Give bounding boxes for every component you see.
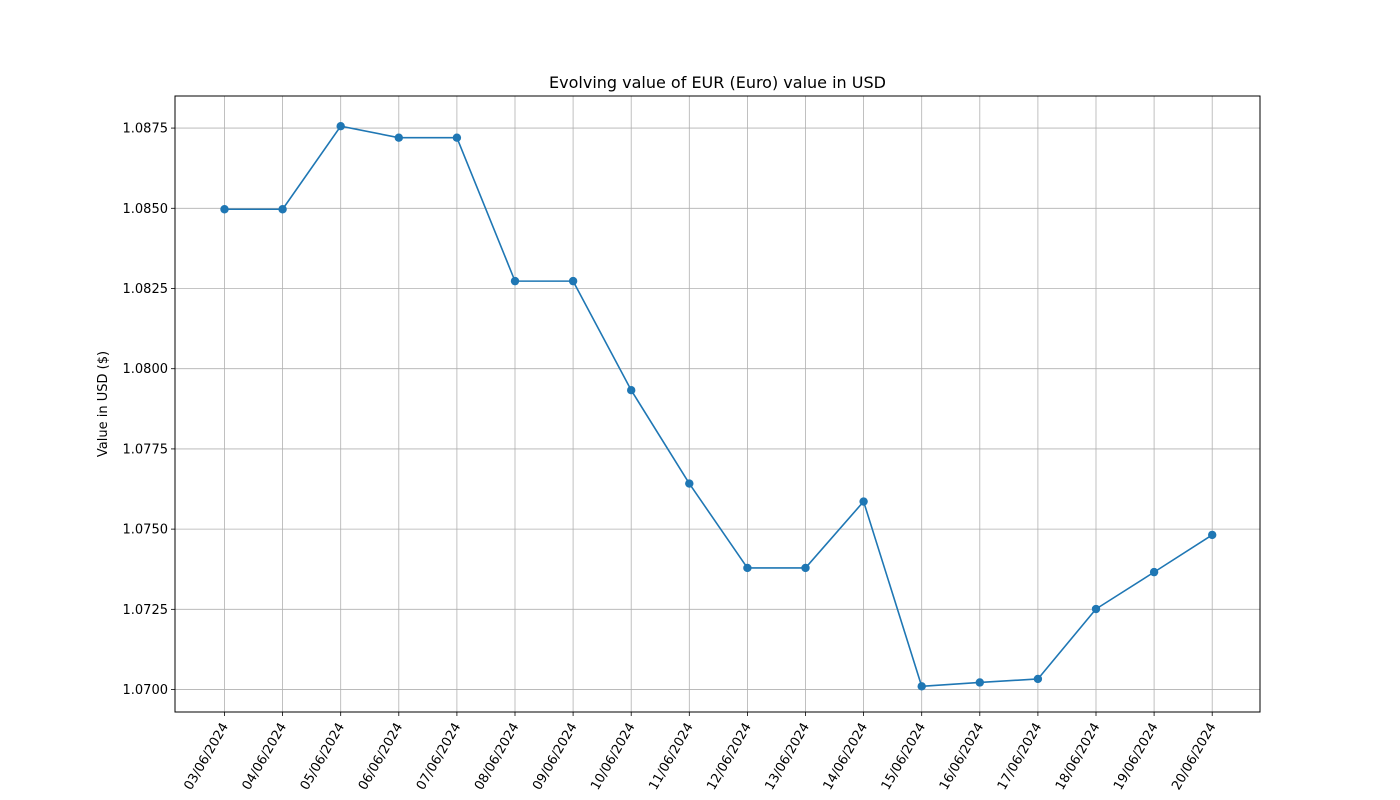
data-point <box>394 133 403 142</box>
data-point <box>917 682 926 691</box>
y-axis-label: Value in USD ($) <box>96 351 111 457</box>
data-point <box>801 563 810 573</box>
grid <box>175 96 1260 712</box>
data-point <box>220 205 229 214</box>
data-point <box>859 497 868 506</box>
y-axis: 1.0700 1.0725 1.0750 1.0775 1.0800 1.0825 1.08… <box>123 122 175 698</box>
plot-frame <box>174 95 1261 713</box>
series-line <box>224 125 1213 688</box>
chart-title: Evolving value of EUR (Euro) value in US… <box>549 73 886 92</box>
y-tick-label: 1.0850 <box>123 202 169 217</box>
data-point <box>1091 604 1101 614</box>
series <box>220 121 1217 691</box>
data-point <box>568 276 578 286</box>
data-point <box>1208 530 1217 540</box>
data-point <box>1033 674 1043 684</box>
data-point <box>685 479 694 488</box>
y-tick-label: 1.0750 <box>123 523 169 538</box>
data-point <box>452 133 462 142</box>
y-tick-label: 1.0700 <box>123 683 169 698</box>
y-tick-label: 1.0725 <box>123 603 169 618</box>
data-point <box>627 386 636 395</box>
y-tick-label: 1.0800 <box>123 362 169 377</box>
data-point <box>1149 567 1159 577</box>
data-point <box>278 205 287 214</box>
y-tick-label: 1.0775 <box>123 442 169 457</box>
data-point <box>743 563 752 573</box>
y-tick-label: 1.0825 <box>123 282 169 297</box>
data-point <box>975 678 984 687</box>
data-point <box>510 276 520 286</box>
data-point <box>336 121 345 131</box>
y-tick-label: 1.0875 <box>123 122 169 137</box>
